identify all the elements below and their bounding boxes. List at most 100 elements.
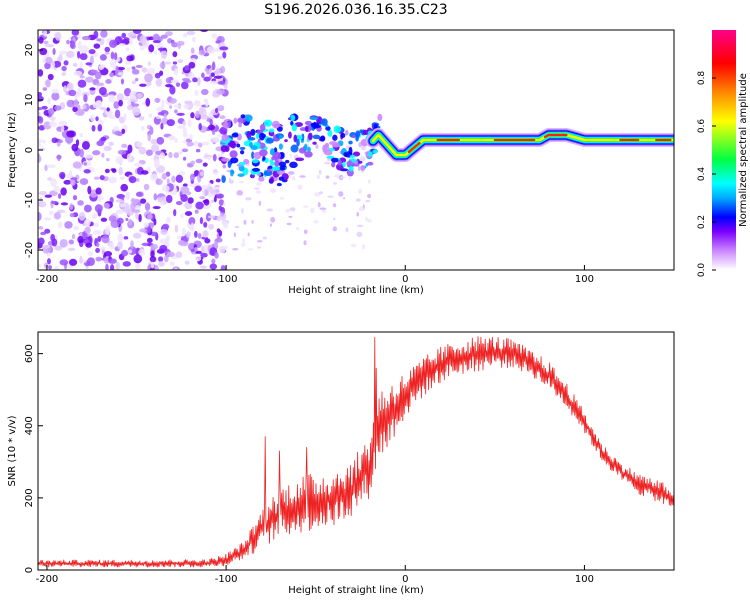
heatmap-noise-blob <box>117 241 123 250</box>
heatmap-faint-blob <box>356 212 360 217</box>
heatmap-noise-blob <box>195 158 203 164</box>
heatmap-noise-blob <box>184 211 193 217</box>
heatmap-signal-blob <box>352 151 361 157</box>
heatmap-frame <box>37 29 675 271</box>
heatmap-signal-blob <box>276 182 282 187</box>
heatmap-noise-blob <box>204 238 211 244</box>
heatmap-noise-blob <box>127 249 133 254</box>
heatmap-signal-blob <box>340 132 346 138</box>
heatmap-faint-blob <box>361 244 366 250</box>
heatmap-noise-blob <box>176 235 182 240</box>
heatmap-noise-blob <box>183 100 193 105</box>
heatmap-noise-blob <box>222 51 227 59</box>
heatmap-noise-blob <box>159 244 168 252</box>
heatmap-noise-blob <box>200 245 205 254</box>
heatmap-noise-blob <box>93 30 99 39</box>
heatmap-faint-blob <box>367 193 372 199</box>
heatmap-noise-blob <box>131 209 141 213</box>
heatmap-noise-blob <box>181 227 186 236</box>
heatmap-noise-blob <box>194 89 199 97</box>
heatmap-faint-blob <box>220 212 225 217</box>
snr-frame <box>37 331 675 571</box>
heatmap-signal-blob <box>285 159 290 164</box>
heatmap-signal-blob <box>246 130 252 139</box>
heatmap-noise-blob <box>203 189 209 196</box>
heatmap-signal-blob <box>307 146 311 153</box>
heatmap-noise-blob <box>165 216 171 224</box>
heatmap-signal-blob <box>274 159 280 168</box>
heatmap-noise-blob <box>130 240 134 250</box>
heatmap-noise-blob <box>174 137 178 144</box>
heatmap-noise-blob <box>150 231 158 237</box>
heatmap-faint-blob <box>338 191 344 197</box>
heatmap-noise-blob <box>199 171 205 177</box>
heatmap-noise-blob <box>190 112 195 119</box>
heatmap-noise-blob <box>214 107 219 114</box>
heatmap-signal-blob <box>343 152 348 157</box>
heatmap-noise-blob <box>190 160 196 166</box>
heatmap-noise-blob <box>218 205 223 211</box>
heatmap-signal-blob <box>290 144 299 153</box>
snr-ytick-label: 0 <box>24 567 35 573</box>
heatmap-noise-blob <box>46 164 56 169</box>
heatmap-faint-blob <box>253 187 260 190</box>
heatmap-noise-blob <box>193 101 202 107</box>
heatmap-noise-blob <box>216 193 225 199</box>
heatmap-noise-blob <box>210 199 215 203</box>
heatmap-faint-blob <box>299 175 306 178</box>
heatmap-noise-blob <box>50 178 58 187</box>
heatmap-noise-blob <box>96 85 100 92</box>
heatmap-noise-blob <box>195 110 200 119</box>
heatmap-noise-blob <box>181 81 189 90</box>
heatmap-noise-blob <box>172 61 178 65</box>
heatmap-noise-blob <box>116 66 126 71</box>
heatmap-noise-blob <box>115 199 124 203</box>
heatmap-xtick-label: -100 <box>215 274 238 285</box>
heatmap-faint-blob <box>241 242 246 247</box>
heatmap-faint-blob <box>332 226 337 232</box>
heatmap-noise-blob <box>200 252 208 258</box>
heatmap-noise-blob <box>160 34 168 39</box>
heatmap-noise-blob <box>201 188 205 197</box>
heatmap-faint-blob <box>269 188 277 193</box>
heatmap-signal-blob <box>293 134 298 143</box>
heatmap-signal-blob <box>271 155 279 161</box>
heatmap-noise-blob <box>209 119 213 126</box>
heatmap-noise-blob <box>165 83 173 88</box>
heatmap-noise-blob <box>114 109 121 119</box>
heatmap-noise-blob <box>72 194 78 201</box>
heatmap-noise-blob <box>93 176 100 180</box>
heatmap-signal-blob <box>270 176 274 184</box>
heatmap-noise-blob <box>220 66 226 74</box>
heatmap-signal-blob <box>301 133 305 141</box>
heatmap-noise-blob <box>208 202 212 208</box>
heatmap-noise-blob <box>98 65 105 70</box>
heatmap-noise-blob <box>169 85 176 95</box>
heatmap-ytick-label: 10 <box>24 94 35 107</box>
heatmap-noise-blob <box>146 213 153 220</box>
heatmap-noise-blob <box>66 130 75 138</box>
heatmap-signal-blob <box>355 134 359 142</box>
heatmap-signal-blob <box>238 122 243 128</box>
heatmap-noise-blob <box>156 106 164 112</box>
heatmap-noise-blob <box>66 39 70 45</box>
heatmap-y-ticks: -20 -10 0 10 20 <box>24 44 43 258</box>
heatmap-noise-blob <box>197 77 201 86</box>
heatmap-noise-blob <box>128 218 133 226</box>
heatmap-noise-blob <box>150 138 159 145</box>
heatmap-noise-blob <box>42 139 46 144</box>
heatmap-noise-blob <box>175 251 183 259</box>
heatmap-noise-blob <box>83 94 88 103</box>
heatmap-noise-blob <box>79 52 88 61</box>
heatmap-noise-blob <box>103 202 110 209</box>
heatmap-faint-blob <box>288 215 293 218</box>
heatmap-signal-blob <box>295 157 305 162</box>
heatmap-noise-blob <box>182 156 187 161</box>
heatmap-noise-blob <box>54 245 63 251</box>
heatmap-faint-blob <box>333 217 336 221</box>
heatmap-signal-blob <box>249 142 253 148</box>
heatmap-signal-blob <box>239 146 246 150</box>
heatmap-noise-blob <box>46 258 51 265</box>
heatmap-faint-blob <box>361 146 366 151</box>
heatmap-noise-blob <box>104 51 110 55</box>
